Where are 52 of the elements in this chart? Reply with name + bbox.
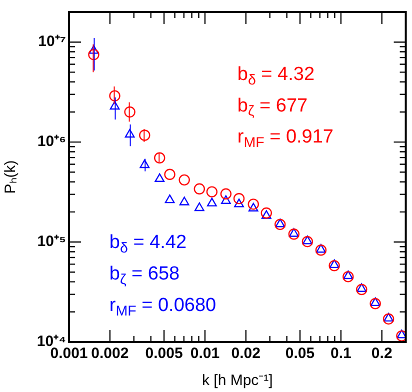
y-tick-label: 10⁺⁵ <box>37 233 66 250</box>
point <box>316 244 326 253</box>
point <box>315 244 327 256</box>
point <box>356 283 367 292</box>
point <box>302 236 314 248</box>
point <box>220 188 232 200</box>
point <box>248 198 259 210</box>
point <box>248 202 258 212</box>
x-tick-label: 0.2 <box>371 345 392 362</box>
x-tick-label: 0.005 <box>145 345 183 362</box>
point <box>220 195 231 204</box>
x-axis-title: k [h Mpc⁻¹] <box>202 372 273 390</box>
point <box>329 259 340 268</box>
point <box>302 236 312 244</box>
point <box>396 330 406 342</box>
point <box>194 202 204 212</box>
point <box>234 198 244 208</box>
x-tick-label: 0.05 <box>285 345 315 362</box>
point <box>328 260 340 272</box>
point <box>140 159 150 168</box>
y-tick-label: 10⁺⁷ <box>38 33 66 50</box>
point <box>370 297 380 306</box>
point <box>288 228 299 237</box>
point <box>139 130 150 141</box>
point <box>343 270 354 280</box>
x-tick-label: 0.02 <box>231 345 260 362</box>
point <box>206 198 217 206</box>
point <box>164 168 176 180</box>
point <box>124 128 135 138</box>
point <box>179 196 190 206</box>
point <box>194 183 205 194</box>
point <box>274 218 286 230</box>
point <box>396 330 406 338</box>
point <box>275 218 286 228</box>
y-axis-title: Pₕ(k) <box>2 160 20 194</box>
x-tick-label: 0.002 <box>91 345 129 362</box>
x-tick-label: 0.1 <box>330 345 352 362</box>
point <box>382 313 394 325</box>
point <box>384 312 394 322</box>
point <box>233 192 245 204</box>
y-tick-label: 10⁺⁶ <box>37 133 66 150</box>
point <box>124 106 136 118</box>
point <box>370 298 381 310</box>
point <box>164 194 175 204</box>
point <box>261 210 272 219</box>
x-tick-label: 0.01 <box>190 345 220 362</box>
point <box>178 174 190 186</box>
point <box>356 284 368 296</box>
point <box>342 271 354 282</box>
point <box>260 207 272 219</box>
point <box>288 228 300 240</box>
point <box>206 186 218 198</box>
